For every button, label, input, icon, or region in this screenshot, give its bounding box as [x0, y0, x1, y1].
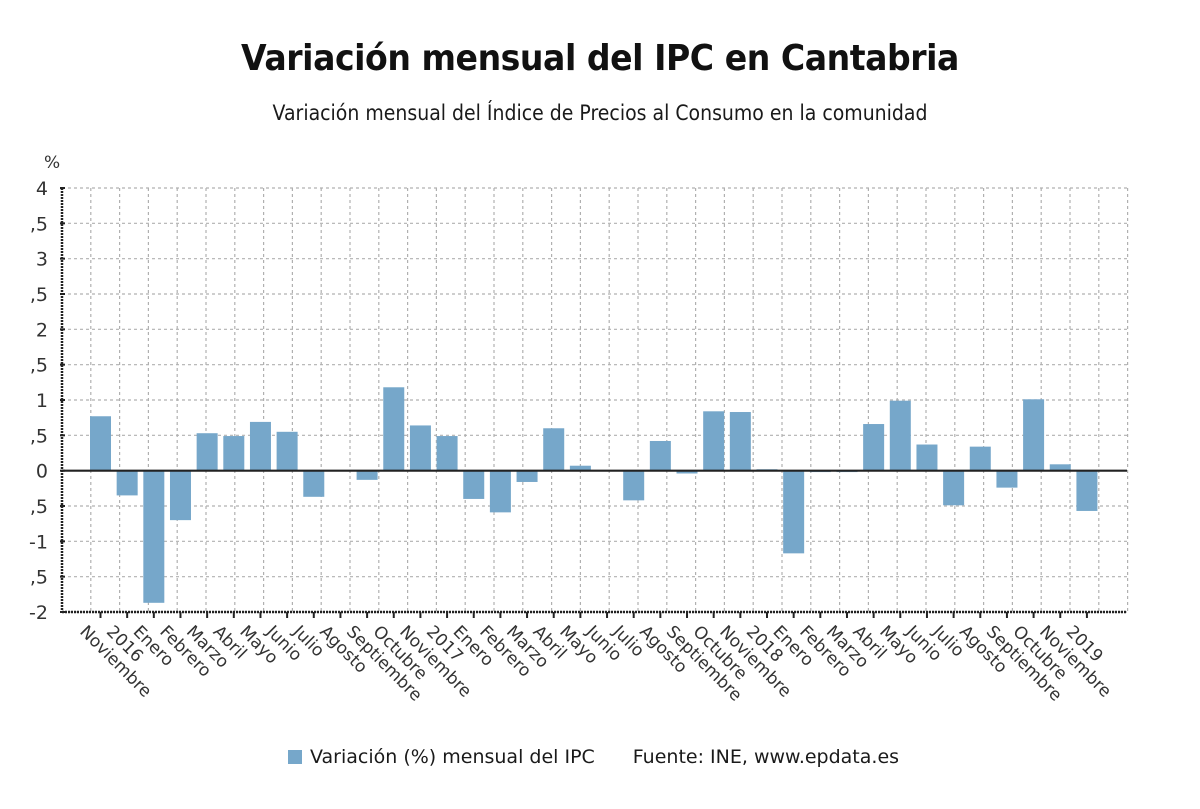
y-tick-label: 3	[36, 249, 48, 271]
y-tick-label: 2	[36, 319, 48, 341]
bar	[1023, 399, 1045, 471]
bar	[196, 433, 218, 471]
legend-series-label: Variación (%) mensual del IPC	[310, 746, 595, 768]
bar	[143, 470, 165, 603]
y-tick-label: -2	[29, 602, 48, 624]
bar	[569, 465, 591, 471]
bar	[356, 470, 378, 480]
y-tick-label: ,5	[30, 496, 48, 518]
bar	[889, 400, 911, 471]
y-tick-label: ,5	[30, 425, 48, 447]
bar	[249, 421, 271, 471]
bar	[649, 440, 671, 471]
bar	[543, 428, 565, 471]
y-tick-label: ,5	[30, 213, 48, 235]
legend-swatch	[288, 750, 302, 764]
axes	[60, 188, 1127, 614]
y-tick-label: ,5	[30, 284, 48, 306]
source-text: Fuente: INE, www.epdata.es	[632, 746, 900, 768]
bar	[996, 470, 1018, 488]
bar	[1076, 470, 1098, 511]
bar	[436, 436, 458, 471]
y-tick-label: 4	[36, 178, 48, 200]
bar	[703, 411, 725, 471]
y-tick-label: ,5	[30, 355, 48, 377]
bars-group	[90, 387, 1098, 603]
y-tick-label: 0	[36, 461, 48, 483]
bar	[729, 412, 751, 471]
bar	[463, 470, 485, 499]
y-tick-label: ,5	[30, 567, 48, 589]
bar	[969, 446, 991, 471]
bar	[383, 387, 405, 471]
bar	[916, 444, 938, 471]
y-tick-label: 1	[36, 390, 48, 412]
chart-subtitle: Variación mensual del Índice de Precios …	[272, 101, 928, 125]
bar	[409, 425, 431, 471]
x-axis-ticks: Noviembre2016EneroFebreroMarzoAbrilMayoJ…	[75, 612, 1115, 706]
bar	[489, 470, 511, 513]
bar	[783, 470, 805, 554]
bar	[303, 470, 325, 497]
bar	[1049, 464, 1071, 471]
grid-lines	[62, 187, 1129, 613]
bar	[116, 470, 138, 496]
bar	[90, 416, 111, 471]
chart-title: Variación mensual del IPC en Cantabria	[241, 38, 959, 79]
y-axis-ticks: 4 ,5 3 ,5 2 ,5 1 ,5 0 ,5 -1 ,5 -2	[29, 178, 65, 624]
bar	[863, 424, 885, 471]
y-tick-label: -1	[29, 531, 48, 553]
bar	[169, 470, 191, 521]
bar	[943, 470, 965, 506]
legend: Variación (%) mensual del IPC Fuente: IN…	[288, 746, 899, 768]
y-axis-unit-label: %	[44, 153, 60, 173]
bar	[276, 431, 298, 471]
bar	[223, 436, 245, 471]
bar	[516, 470, 538, 482]
bar	[676, 470, 698, 474]
bar	[623, 470, 645, 501]
